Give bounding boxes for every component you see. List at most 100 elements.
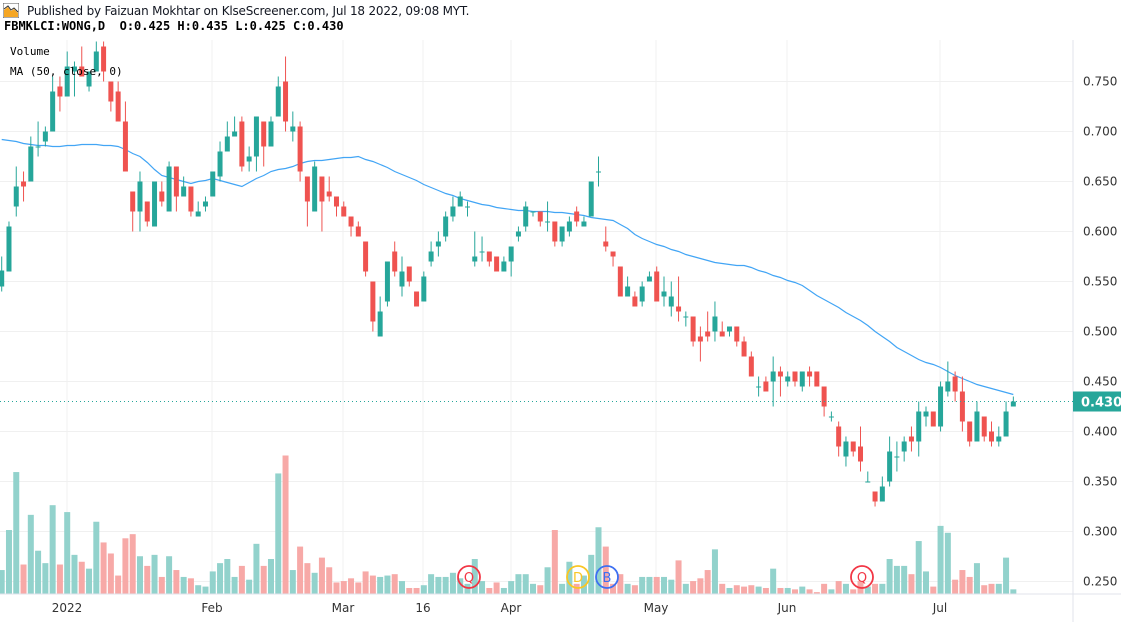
volume-bar (231, 576, 238, 594)
volume-bar (624, 583, 631, 594)
candle-body (683, 316, 689, 318)
candle-body (326, 191, 332, 197)
volume-bar (915, 541, 922, 594)
volume-bar (362, 571, 369, 594)
volume-bar (944, 532, 951, 594)
candle (13, 166, 19, 217)
legend-ma[interactable]: MA (50, close, 0) (10, 65, 123, 78)
candle-body (79, 66, 85, 77)
candle (952, 371, 958, 402)
candle (595, 156, 601, 187)
volume-bar (166, 556, 173, 594)
event-marker-d[interactable]: D (566, 565, 590, 589)
candle (770, 356, 776, 407)
candle-body (486, 251, 492, 262)
candle (887, 436, 893, 487)
y-tick-label: 0.700 (1083, 125, 1117, 139)
y-tick-label: 0.550 (1083, 275, 1117, 289)
volume-bar (682, 583, 689, 594)
volume-bar (981, 585, 988, 594)
candle-body (807, 371, 813, 377)
candle (654, 266, 660, 302)
candle (333, 196, 339, 217)
candle (894, 441, 900, 472)
volume-bar (260, 565, 267, 594)
candle (807, 366, 813, 387)
y-tick-label: 0.500 (1083, 325, 1117, 339)
candle-body (777, 371, 783, 377)
candle (858, 426, 864, 472)
volume-bar (842, 583, 849, 594)
volume-bar (835, 581, 842, 594)
candle (727, 326, 732, 337)
candle-body (304, 176, 310, 202)
candle-body (850, 441, 856, 452)
volume-bar (413, 587, 420, 594)
candle (545, 201, 551, 232)
candle (93, 41, 99, 72)
candle-body (363, 241, 369, 272)
candle-body (93, 51, 99, 72)
candle (785, 371, 791, 387)
volume-bar (828, 589, 835, 594)
candle-body (348, 216, 354, 227)
candle (414, 291, 420, 307)
volume-bar (908, 574, 915, 594)
candle (64, 51, 70, 97)
candle-body (195, 211, 201, 217)
volume-bar (13, 472, 20, 594)
candle (625, 276, 631, 297)
candle-body (6, 226, 12, 272)
candle (450, 196, 456, 222)
candle-body (86, 71, 92, 87)
candle (224, 121, 230, 152)
candle-body (537, 211, 543, 222)
volume-bar (297, 546, 304, 594)
volume-bar (901, 565, 908, 594)
legend-volume[interactable]: Volume (10, 45, 50, 58)
candle (552, 221, 558, 247)
candle (530, 211, 536, 217)
x-tick-label: Jul (932, 601, 947, 615)
event-marker-q[interactable]: Q (850, 565, 874, 589)
candle-body (450, 206, 456, 217)
volume-bar (988, 583, 995, 594)
candle-body (872, 491, 878, 502)
candle (137, 171, 143, 232)
candle-body (989, 431, 995, 442)
candle (122, 101, 128, 172)
candle-body (836, 426, 842, 447)
candle (195, 201, 201, 217)
published-by-text: Published by Faizuan Mokhtar on KlseScre… (27, 4, 470, 18)
volume-bar (20, 564, 27, 594)
volume-bar (355, 582, 362, 594)
volume-bar (631, 585, 638, 594)
volume-bar (384, 575, 391, 594)
candle (210, 171, 216, 197)
candle-body (297, 126, 303, 172)
candle-body (908, 436, 914, 442)
volume-bar (340, 581, 347, 594)
candle-body (668, 296, 674, 307)
candle-body (523, 206, 529, 227)
volume-bar (959, 570, 966, 594)
volume-bar (398, 581, 405, 594)
volume-bar (0, 570, 5, 594)
event-marker-b[interactable]: B (595, 565, 619, 589)
candle (435, 231, 441, 257)
candle (275, 76, 281, 117)
candle-body (283, 81, 289, 122)
volume-bar (1003, 557, 1010, 594)
candle-body (588, 181, 594, 217)
candle-body (414, 291, 420, 307)
candle (71, 61, 77, 97)
candle-body (938, 386, 944, 427)
candle-body (21, 181, 27, 187)
event-marker-q[interactable]: Q (457, 565, 481, 589)
ma-line (1, 138, 1014, 396)
event-marker-label: B (603, 571, 612, 586)
candle-body (370, 281, 376, 322)
candle (0, 256, 5, 292)
candle (464, 201, 470, 217)
